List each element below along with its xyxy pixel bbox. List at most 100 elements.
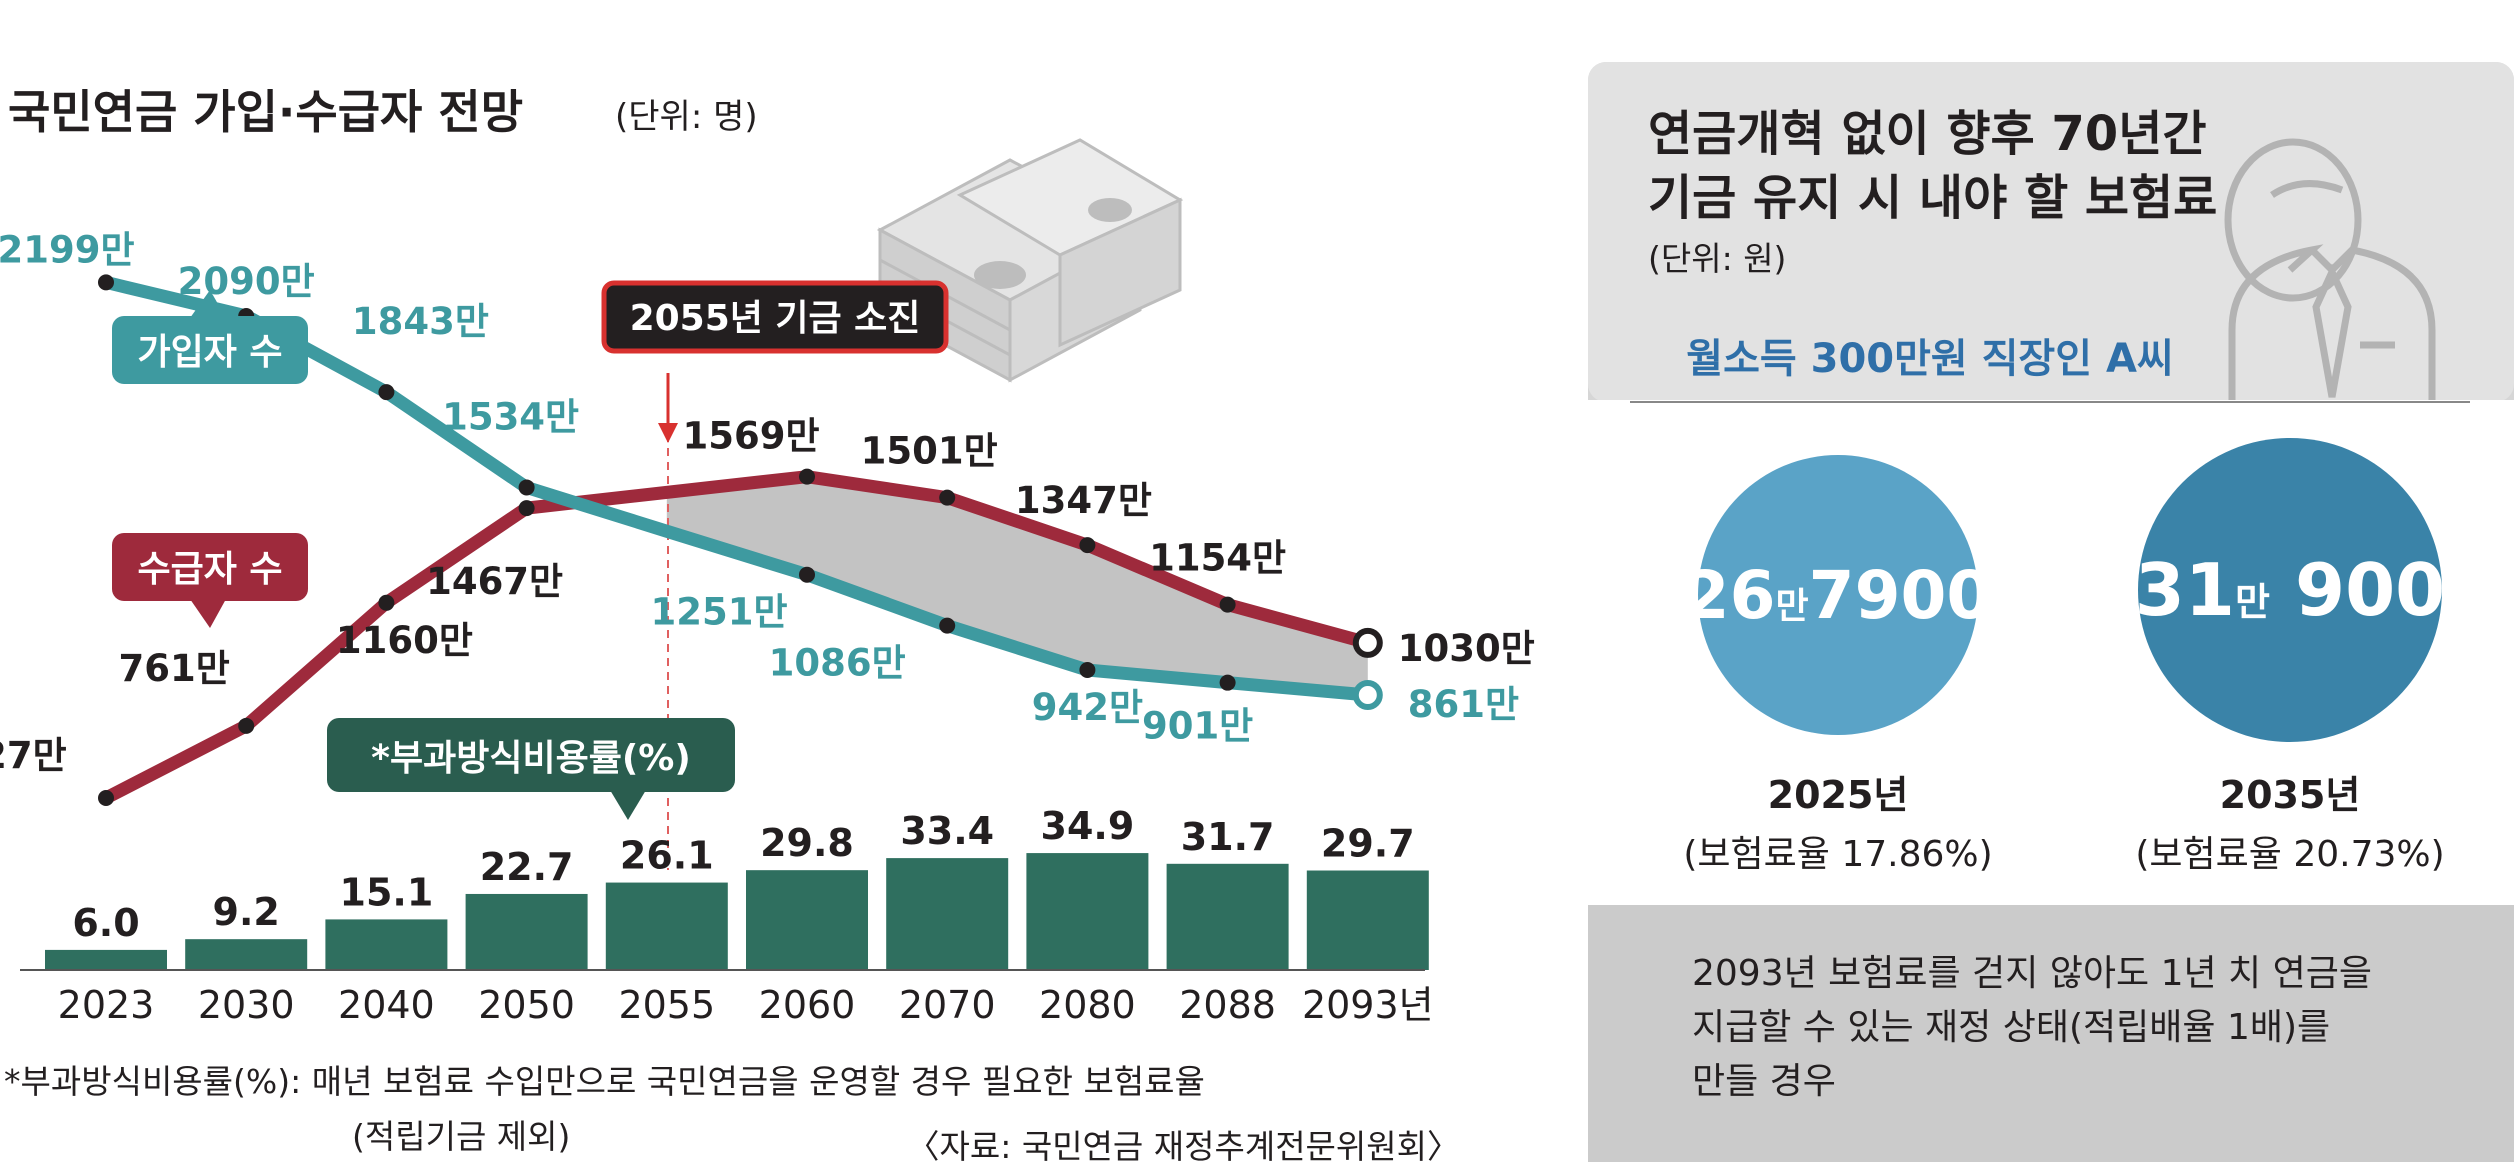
recipients-value-label: 761만: [119, 647, 230, 690]
recipients-legend-tag: 수급자 수: [112, 533, 308, 628]
money-stack-icon: [876, 138, 1184, 383]
recipients-value-label: 1030만: [1398, 627, 1535, 670]
subscribers-legend-tag: 가입자 수: [112, 290, 308, 384]
person-icon: [2224, 138, 2436, 400]
premium-2025-big2: 7900: [1809, 557, 1993, 634]
panel-note-line-3: 만들 경우: [1692, 1061, 1836, 1102]
footnote-line-1: *부과방식비용률(%): 매년 보험료 수입만으로 국민연금을 운영할 경우 필…: [4, 1062, 1205, 1101]
recipients-point-6: [939, 489, 956, 506]
sub-point-0: [98, 274, 114, 291]
cost-rate-bar: [886, 858, 1009, 970]
fund-depletion-callout: 2055년 기금 소진: [601, 280, 949, 443]
recipients-value-label: 1347만: [1015, 479, 1152, 522]
year-tick-label: 2070: [899, 983, 996, 1027]
recipients-point-9: [1352, 627, 1383, 658]
recipients-value-label: 1501만: [861, 430, 998, 473]
sub-point-8: [1219, 674, 1236, 691]
subscribers-value-label: 1843만: [352, 300, 489, 343]
premium-2025-unit: 만: [1776, 586, 1809, 627]
recipients-line: [99, 470, 1375, 805]
fund-depletion-label: 2055년 기금 소진: [630, 298, 921, 339]
recipients-point-7: [1079, 537, 1096, 554]
premium-panel: [1588, 62, 2514, 1162]
sub-point-5: [799, 566, 815, 583]
recipients-legend-label: 수급자 수: [137, 549, 282, 590]
premium-2025-year: 2025년: [1768, 773, 1909, 817]
footnote-line-2: (적립기금 제외): [352, 1117, 570, 1156]
panel-note-line-1: 2093년 보험료를 걷지 않아도 1년 치 연금을: [1692, 953, 2372, 994]
recipients-value-label: 1160만: [336, 619, 473, 662]
year-tick-label: 2088: [1179, 983, 1276, 1027]
recipients-point-0: [98, 790, 114, 806]
subscribers-value-label: 861만: [1408, 683, 1519, 726]
cost-rate-bar: [605, 882, 728, 970]
subscribers-value-label: 901만: [1142, 705, 1253, 748]
sub-point-2: [378, 384, 395, 401]
premium-2025-rate: (보험료율 17.86%): [1683, 834, 1992, 875]
bar-title: *부과방식비용률(%): [371, 738, 691, 779]
cost-rate-bar: [1166, 863, 1289, 970]
premium-2035-big1: 31: [2135, 548, 2235, 632]
cost-rate-bar: [1306, 870, 1429, 970]
cost-rate-value-label: 6.0: [72, 901, 139, 945]
panel-note-line-2: 지급할 수 있는 재정 상태(적립배율 1배)를: [1692, 1007, 2330, 1048]
chart-title: 국민연금 가입·수급자 전망: [8, 85, 523, 139]
subscribers-value-label: 1251만: [650, 591, 787, 634]
cost-rate-value-label: 9.2: [213, 890, 280, 934]
recipients-value-label: 1467만: [426, 560, 563, 603]
year-tick-label: 2080: [1039, 983, 1136, 1027]
bar-title-tag: *부과방식비용률(%): [327, 718, 735, 820]
recipients-point-3: [518, 500, 535, 517]
cost-rate-bar: [325, 919, 448, 970]
recipients-point-1: [238, 717, 255, 734]
subject-label: 월소득 300만원 직장인 A씨: [1686, 336, 2173, 382]
subscribers-value-label: 942만: [1032, 686, 1143, 729]
cost-rate-value-label: 33.4: [900, 809, 994, 853]
year-tick-label: 2055: [618, 983, 715, 1027]
year-tick-label: 2050: [478, 983, 575, 1027]
panel-unit: (단위: 원): [1648, 239, 1786, 278]
premium-2035-big2: 900: [2270, 548, 2445, 632]
cost-rate-bar: [45, 949, 167, 970]
subscribers-value-label: 2199만: [0, 228, 135, 271]
subscribers-value-label: 1086만: [769, 642, 906, 685]
svg-text:26만7900: 26만7900: [1684, 557, 1993, 634]
subscribers-value-label: 2090만: [178, 260, 315, 303]
panel-title-line-1: 연금개혁 없이 향후 70년간: [1648, 106, 2207, 162]
sub-point-3: [518, 479, 535, 496]
post-depletion-gap-area: [666, 476, 1368, 695]
subscribers-value-label: 1534만: [442, 395, 579, 438]
premium-2035-rate: (보험료율 20.73%): [2135, 834, 2444, 875]
recipients-value-label: 1569만: [682, 415, 819, 458]
recipients-point-2: [378, 594, 395, 611]
recipients-value-label: 1154만: [1149, 537, 1286, 580]
source-note: 〈자료: 국민연금 재정추계전문위원회〉: [907, 1127, 1461, 1166]
cost-rate-value-label: 29.8: [760, 821, 854, 865]
year-tick-label: 2030: [198, 983, 295, 1027]
year-tick-label: 2093년: [1302, 983, 1434, 1027]
cost-rate-value-label: 31.7: [1181, 815, 1275, 859]
premium-2025-big1: 26: [1684, 557, 1776, 634]
cost-rate-value-label: 26.1: [620, 834, 714, 878]
sub-point-7: [1079, 662, 1096, 679]
sub-point-9: [1352, 679, 1383, 710]
cost-rate-value-label: 34.9: [1041, 804, 1135, 848]
chart-unit: (단위: 명): [615, 97, 758, 137]
recipients-value-label: 527만: [0, 734, 67, 777]
year-tick-label: 2060: [759, 983, 856, 1027]
subscribers-line: [99, 275, 1375, 702]
premium-2035-year: 2035년: [2220, 773, 2361, 817]
cost-rate-value-label: 29.7: [1321, 822, 1415, 866]
subscribers-legend-label: 가입자 수: [137, 332, 282, 373]
recipients-point-5: [799, 468, 815, 485]
premium-circle-2035: 31만 900: [2135, 438, 2445, 742]
sub-point-6: [939, 617, 956, 634]
year-tick-label: 2040: [338, 983, 435, 1027]
recipients-point-8: [1219, 596, 1236, 613]
cost-rate-value-label: 22.7: [480, 845, 574, 889]
year-tick-label: 2023: [58, 983, 155, 1027]
cost-rate-bar: [746, 870, 868, 970]
premium-circle-2025: 26만7900: [1684, 455, 1993, 735]
premium-2035-unit: 만: [2235, 580, 2270, 624]
cost-rate-value-label: 15.1: [340, 870, 434, 914]
